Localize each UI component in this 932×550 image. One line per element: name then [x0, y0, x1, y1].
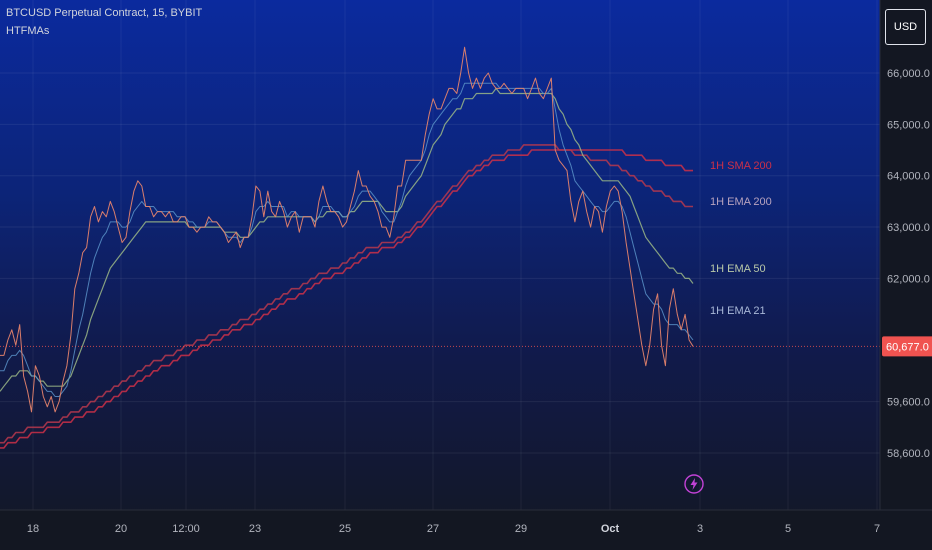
- ma-labels: 1H SMA 200 1H EMA 200 1H EMA 50 1H EMA 21: [710, 160, 772, 317]
- chart-legend: BTCUSD Perpetual Contract, 15, BYBIT HTF…: [6, 4, 202, 40]
- y-tick-label: 64,000.0: [887, 171, 930, 183]
- x-tick-label: 7: [874, 523, 880, 535]
- price-axis: 66,000.0 65,000.0 64,000.0 63,000.0 62,000.0…: [879, 0, 932, 550]
- y-tick-label: 65,000.0: [887, 119, 930, 131]
- ma-label-1h-ema-200: 1H EMA 200: [710, 196, 772, 208]
- series-line-btcusd-perpetual-contract: [0, 46, 694, 413]
- symbol-title[interactable]: BTCUSD Perpetual Contract, 15, BYBIT: [6, 7, 203, 19]
- ma-label-1h-sma-200: 1H SMA 200: [710, 160, 772, 172]
- y-tick-label: 66,000.0: [887, 68, 930, 80]
- x-tick-label: Oct: [601, 523, 620, 535]
- series-line-1h-ema-50: [0, 87, 694, 392]
- x-tick-label: 25: [339, 523, 351, 535]
- x-tick-label: 5: [785, 523, 791, 535]
- x-tick-label: 12:00: [172, 523, 200, 535]
- time-axis: 18 20 12:00 23 25 27 29 Oct 3 5 7: [0, 509, 932, 550]
- indicator-name[interactable]: HTFMAs: [6, 25, 50, 37]
- y-tick-label: 62,000.0: [887, 273, 930, 285]
- series-layer: [0, 46, 694, 449]
- x-tick-label: 18: [27, 523, 39, 535]
- lightning-icon[interactable]: [684, 474, 704, 494]
- ma-label-1h-ema-21: 1H EMA 21: [710, 305, 766, 317]
- series-line-1h-ema-200: [0, 144, 693, 444]
- y-tick-label: 58,600.0: [887, 448, 930, 460]
- x-tick-label: 23: [249, 523, 261, 535]
- x-tick-label: 3: [697, 523, 703, 535]
- x-tick-label: 29: [515, 523, 527, 535]
- last-price-label: 60,677.0: [886, 341, 929, 353]
- series-line-1h-sma-200: [0, 149, 693, 449]
- y-tick-label: 59,600.0: [887, 397, 930, 409]
- last-price-badge: [882, 336, 932, 357]
- y-tick-label: 63,000.0: [887, 222, 930, 234]
- time-axis-bg: [0, 510, 932, 550]
- series-line-1h-ema-21: [0, 82, 694, 397]
- ma-label-1h-ema-50: 1H EMA 50: [710, 263, 766, 275]
- currency-button[interactable]: USD: [885, 9, 926, 45]
- grid: [0, 0, 880, 510]
- x-tick-label: 27: [427, 523, 439, 535]
- x-tick-label: 20: [115, 523, 127, 535]
- price-axis-bg: [880, 0, 932, 550]
